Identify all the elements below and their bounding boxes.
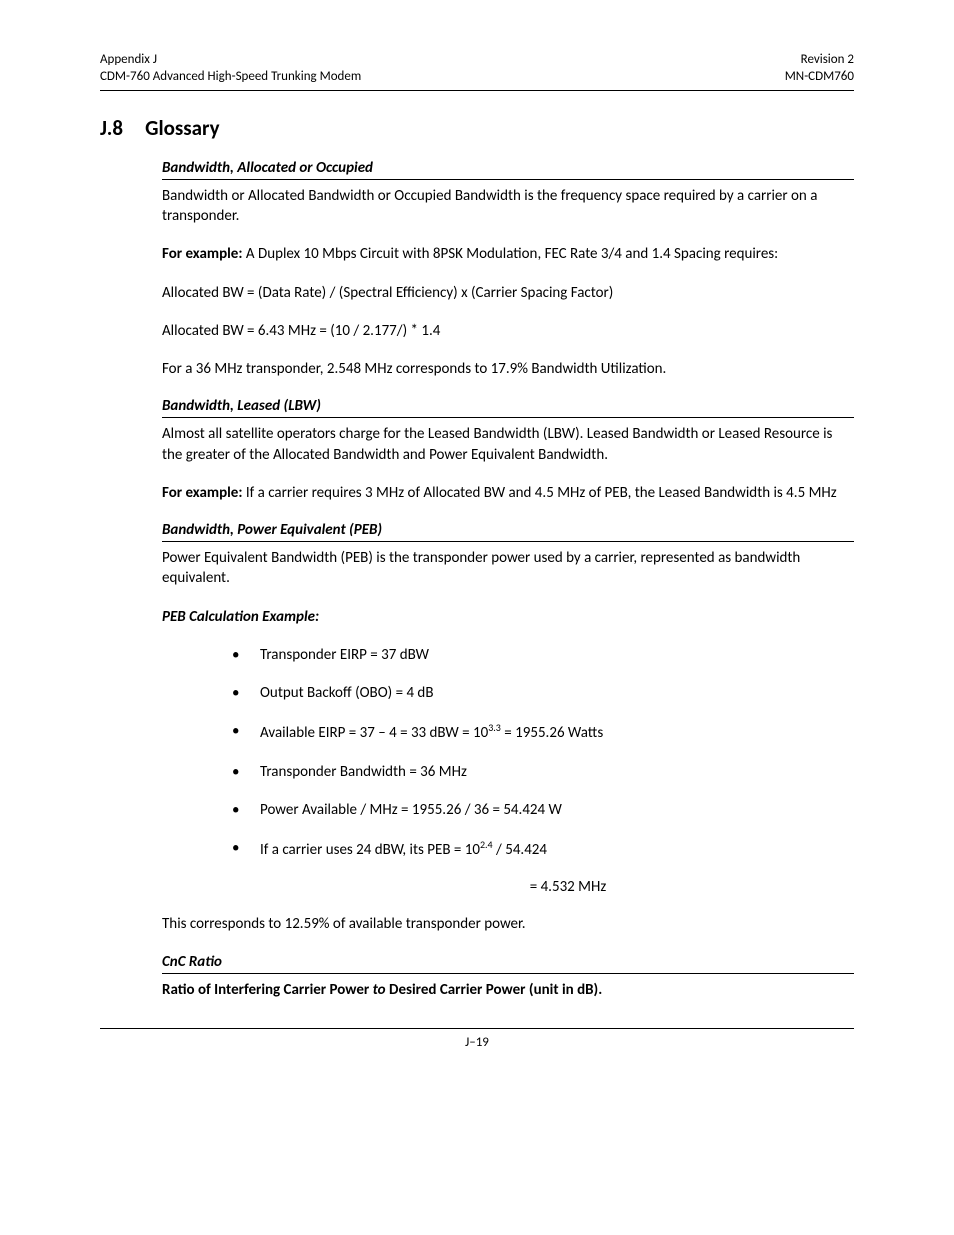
list-item: Transponder Bandwidth = 36 MHz [232,762,854,782]
subheading: PEB Calculation Example: [162,607,854,627]
header-right-1: Revision 2 [801,52,854,69]
header-left-2: CDM-760 Advanced High-Speed Trunking Mod… [100,69,361,86]
header-row-2: CDM-760 Advanced High-Speed Trunking Mod… [100,69,854,86]
list-item: If a carrier uses 24 dBW, its PEB = 102.… [232,838,854,860]
body-text: Available EIRP = 37 – 4 = 33 dBW = 10 [260,724,488,742]
header-rule [100,90,854,91]
superscript: 3.3 [488,721,501,734]
content: Bandwidth, Allocated or Occupied Bandwid… [162,159,854,1000]
term-title: Bandwidth, Allocated or Occupied [162,159,854,177]
body-text: If a carrier uses 24 dBW, its PEB = 10 [260,841,480,859]
body-text: Power Equivalent Bandwidth (PEB) is the … [162,548,854,589]
body-text: Allocated BW = 6.43 MHz = (10 / 2.177/) … [162,321,854,341]
bullet-list: Transponder EIRP = 37 dBW Output Backoff… [162,645,854,861]
term-title: Bandwidth, Power Equivalent (PEB) [162,521,854,539]
result-text: = 4.532 MHz [162,878,854,896]
superscript: 2.4 [480,838,493,851]
glossary-entry: Bandwidth, Leased (LBW) Almost all satel… [162,397,854,503]
glossary-entry: CnC Ratio Ratio of Interfering Carrier P… [162,953,854,1000]
list-item: Output Backoff (OBO) = 4 dB [232,683,854,703]
list-item: Available EIRP = 37 – 4 = 33 dBW = 103.3… [232,721,854,743]
page: Appendix J Revision 2 CDM-760 Advanced H… [0,0,954,1090]
header-right-2: MN-CDM760 [785,69,854,86]
header-row-1: Appendix J Revision 2 [100,52,854,69]
term-rule [162,179,854,180]
body-text: A Duplex 10 Mbps Circuit with 8PSK Modul… [243,245,779,263]
term-rule [162,541,854,542]
body-text: / 54.424 [493,841,547,859]
body-text: Ratio of Interfering Carrier Power to De… [162,980,854,1000]
body-text: Ratio of Interfering Carrier Power [162,981,373,999]
body-text: Almost all satellite operators charge fo… [162,424,854,465]
section-heading: J.8 Glossary [100,115,854,141]
emphasis: For example: [162,245,243,263]
body-text: Allocated BW = (Data Rate) / (Spectral E… [162,283,854,303]
body-text: This corresponds to 12.59% of available … [162,914,854,934]
term-rule [162,417,854,418]
emphasis: to [373,981,386,999]
body-text: For a 36 MHz transponder, 2.548 MHz corr… [162,359,854,379]
glossary-entry: Bandwidth, Allocated or Occupied Bandwid… [162,159,854,380]
header-left-1: Appendix J [100,52,157,69]
footer-rule [100,1028,854,1029]
body-text: If a carrier requires 3 MHz of Allocated… [243,484,837,502]
term-title: CnC Ratio [162,953,854,971]
term-rule [162,973,854,974]
list-item: Power Available / MHz = 1955.26 / 36 = 5… [232,800,854,820]
body-text: For example: A Duplex 10 Mbps Circuit wi… [162,244,854,264]
section-title: Glossary [145,115,219,141]
list-item: Transponder EIRP = 37 dBW [232,645,854,665]
glossary-entry: Bandwidth, Power Equivalent (PEB) Power … [162,521,854,935]
body-text: For example: If a carrier requires 3 MHz… [162,483,854,503]
term-title: Bandwidth, Leased (LBW) [162,397,854,415]
page-number: J–19 [100,1035,854,1050]
body-text: Bandwidth or Allocated Bandwidth or Occu… [162,186,854,227]
body-text: Desired Carrier Power (unit in dB). [386,981,603,999]
section-number: J.8 [100,115,123,141]
emphasis: For example: [162,484,243,502]
body-text: = 1955.26 Watts [501,724,603,742]
